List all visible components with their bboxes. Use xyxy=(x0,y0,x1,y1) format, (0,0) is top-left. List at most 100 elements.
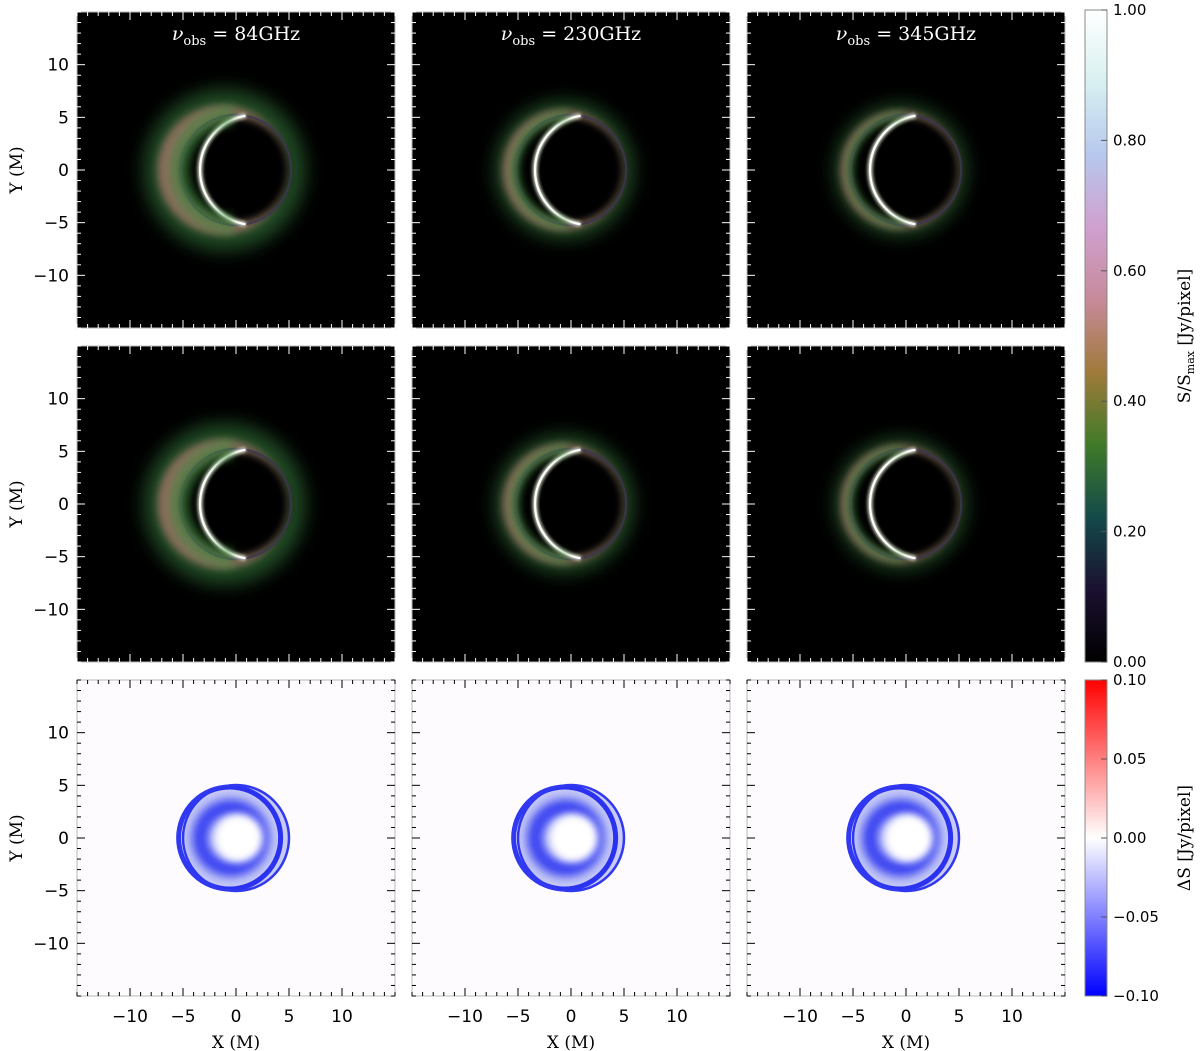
y-tick-label: −10 xyxy=(33,934,69,954)
colorbar-tick-label: 1.00 xyxy=(1113,1,1146,19)
x-tick-label: 0 xyxy=(231,1007,242,1027)
edge-ring xyxy=(846,784,954,892)
crescent xyxy=(534,114,581,226)
inner-band xyxy=(844,111,904,229)
y-axis-label: Y (M) xyxy=(7,480,27,528)
disk-edge xyxy=(516,783,626,893)
inner-band xyxy=(508,110,569,230)
panel-r1-c2 xyxy=(746,345,1066,663)
shadow-image xyxy=(143,89,306,251)
y-tick-label: 5 xyxy=(58,108,69,128)
inner-band xyxy=(168,105,234,235)
x-axis-label: X (M) xyxy=(547,1033,595,1051)
x-tick-label: −10 xyxy=(782,1007,818,1027)
colorbar-tick-label: 0.00 xyxy=(1113,829,1146,847)
x-tick-label: 5 xyxy=(619,1007,630,1027)
panel-r2-c1: −10 −5 0 5 10 X (M) xyxy=(411,679,731,1051)
x-tick-label: −10 xyxy=(112,1007,148,1027)
colorbar-label-rest: [Jy/pixel] xyxy=(1175,269,1195,351)
y-tick-label: −5 xyxy=(44,214,69,234)
y-tick-label: −5 xyxy=(44,882,69,902)
y-axis-label: Y (M) xyxy=(7,146,27,194)
x-axis-label: X (M) xyxy=(212,1033,260,1051)
y-tick-label: 0 xyxy=(58,495,69,515)
title-value: = 345GHz xyxy=(870,23,976,45)
y-tick-label: −10 xyxy=(33,266,69,286)
colorbar-tick-label: 0.60 xyxy=(1113,262,1146,280)
x-tick-label: 10 xyxy=(331,1007,353,1027)
shadow-image xyxy=(835,438,967,570)
panel-title: νobs = 84GHz xyxy=(172,23,300,49)
title-symbol: ν xyxy=(836,23,848,45)
colorbar-tick-label: −0.05 xyxy=(1113,908,1159,926)
shadow xyxy=(518,117,624,223)
shadow xyxy=(518,451,624,557)
x-tick-label: 5 xyxy=(954,1007,965,1027)
colorbar-label: ΔS [Jy/pixel] xyxy=(1175,785,1195,891)
title-value: = 230GHz xyxy=(535,23,641,45)
inner-white xyxy=(215,814,264,862)
crescent xyxy=(869,114,916,226)
title-symbol: ν xyxy=(172,23,184,45)
y-axis-label: Y (M) xyxy=(7,814,27,862)
panel-r1-c1 xyxy=(411,345,731,663)
difference-image xyxy=(511,783,626,893)
crescent xyxy=(869,448,916,560)
inner-white xyxy=(885,814,934,862)
x-tick-label: −5 xyxy=(505,1007,530,1027)
panel-r1-c0: −10 −5 0 5 10 Y (M) xyxy=(7,345,396,663)
y-tick-label: 0 xyxy=(58,161,69,181)
panel-r0-c0: −10 −5 0 5 10 Y (M) νobs = 84GHz xyxy=(7,11,396,329)
colorbar-1: −0.10 −0.05 0.00 0.05 0.10 ΔS [Jy/pixel] xyxy=(1084,671,1195,1005)
colorbar-tick-label: 0.10 xyxy=(1113,671,1146,689)
shadow xyxy=(183,451,289,557)
shadow-image xyxy=(495,100,634,240)
panel-title: νobs = 230GHz xyxy=(501,23,641,49)
title-subscript: obs xyxy=(847,34,870,49)
title-subscript: obs xyxy=(183,34,206,49)
y-tick-label: 5 xyxy=(58,776,69,796)
panel-title: νobs = 345GHz xyxy=(836,23,976,49)
title-subscript: obs xyxy=(512,34,535,49)
difference-image xyxy=(176,783,291,893)
difference-image xyxy=(846,783,961,893)
inner-band xyxy=(844,445,904,563)
crescent xyxy=(534,448,581,560)
panel-r0-c1: νobs = 230GHz xyxy=(411,11,731,329)
colorbar-label-main: S/S xyxy=(1175,374,1195,403)
x-tick-label: −5 xyxy=(840,1007,865,1027)
disk-edge xyxy=(851,783,961,893)
y-tick-label: 5 xyxy=(58,442,69,462)
y-tick-label: 10 xyxy=(47,56,69,76)
x-tick-label: 0 xyxy=(566,1007,577,1027)
colorbar-label-sub: max xyxy=(1184,350,1197,374)
colorbar-tick-label: 0.05 xyxy=(1113,750,1146,768)
inner-white xyxy=(550,814,599,862)
x-tick-label: 5 xyxy=(284,1007,295,1027)
disk-edge xyxy=(181,783,291,893)
y-tick-label: −5 xyxy=(44,548,69,568)
colorbar-0: 0.00 0.20 0.40 0.60 0.80 1.00 S/Smax [Jy/pixel… xyxy=(1084,1,1197,671)
x-tick-label: 0 xyxy=(901,1007,912,1027)
y-tick-label: −10 xyxy=(33,600,69,620)
shadow xyxy=(183,117,289,223)
colorbar-tick-label: 0.40 xyxy=(1113,392,1146,410)
edge-ring xyxy=(176,784,284,892)
colorbar-tick-label: 0.80 xyxy=(1113,131,1146,149)
y-tick-label: 10 xyxy=(47,724,69,744)
x-axis-label: X (M) xyxy=(882,1033,930,1051)
colorbar-tick-label: 0.20 xyxy=(1113,523,1146,541)
panel-r0-c2: νobs = 345GHz xyxy=(746,11,1066,329)
x-tick-label: −5 xyxy=(170,1007,195,1027)
title-value: = 84GHz xyxy=(206,23,300,45)
inner-band xyxy=(168,439,234,569)
panel-r2-c0: −10 −5 0 5 10 Y (M) −10 −5 0 5 10 X (M) xyxy=(7,679,396,1051)
inner-band xyxy=(508,444,569,564)
y-tick-label: 0 xyxy=(58,829,69,849)
x-tick-label: −10 xyxy=(447,1007,483,1027)
edge-ring xyxy=(511,784,619,892)
shadow xyxy=(853,451,959,557)
shadow-image xyxy=(495,434,634,574)
